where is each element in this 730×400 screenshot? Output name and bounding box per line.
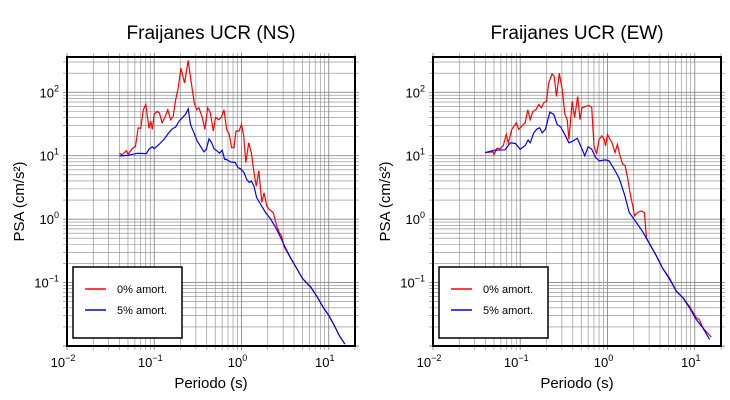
- x-tick-label: 101: [681, 353, 700, 370]
- x-tick-exponent: −1: [152, 353, 162, 363]
- x-tick-exponent: 1: [329, 353, 334, 363]
- x-tick-base: 10: [594, 355, 608, 370]
- legend-label: 5% amort.: [483, 305, 533, 317]
- series-line-0pct: [119, 60, 346, 345]
- y-tick-base: 10: [40, 85, 54, 100]
- x-tick-label: 10−1: [504, 353, 529, 370]
- y-tick-label: 10−1: [400, 274, 425, 291]
- y-tick-exponent: −1: [49, 274, 59, 284]
- x-tick-exponent: 0: [242, 353, 247, 363]
- legend-label: 5% amort.: [117, 305, 167, 317]
- chart-panel-ew: Fraijanes UCR (EW)10−2 10−1 100 10110−11001…: [377, 23, 725, 392]
- x-tick-exponent: −2: [65, 353, 75, 363]
- x-tick-exponent: 1: [695, 353, 700, 363]
- y-tick-base: 10: [406, 85, 420, 100]
- x-tick-base: 10: [681, 355, 695, 370]
- x-tick-exponent: −1: [518, 353, 528, 363]
- legend-label: 0% amort.: [117, 284, 167, 296]
- legend: 0% amort. 5% amort.: [72, 266, 183, 339]
- x-tick-label: 10−2: [51, 353, 76, 370]
- legend-box: [438, 266, 549, 339]
- y-tick-exponent: 1: [420, 147, 425, 157]
- x-tick-label: 100: [228, 353, 247, 370]
- y-tick-exponent: 1: [54, 147, 59, 157]
- y-tick-exponent: 0: [54, 210, 59, 220]
- x-tick-label: 10−1: [138, 353, 163, 370]
- y-tick-label: 102: [40, 83, 59, 100]
- y-tick-label: 100: [406, 210, 425, 227]
- y-tick-label: 10−1: [34, 274, 59, 291]
- y-tick-base: 10: [34, 276, 48, 291]
- x-tick-base: 10: [504, 355, 518, 370]
- chart-panel-ns: Fraijanes UCR (NS)10−2 10−1 100 10110−11001…: [11, 23, 359, 392]
- plot-frame: [432, 56, 722, 347]
- x-axis-label: Periodo (s): [174, 375, 247, 392]
- y-tick-label: 102: [406, 83, 425, 100]
- y-tick-label: 101: [40, 147, 59, 164]
- x-tick-base: 10: [51, 355, 65, 370]
- legend-box: [72, 266, 183, 339]
- x-tick-base: 10: [138, 355, 152, 370]
- x-axis-label: Periodo (s): [540, 375, 613, 392]
- series-line-5pct: [484, 111, 711, 340]
- series-line-5pct: [119, 106, 346, 345]
- x-tick-exponent: −2: [431, 353, 441, 363]
- y-tick-base: 10: [406, 212, 420, 227]
- y-tick-base: 10: [400, 276, 414, 291]
- y-tick-label: 101: [406, 147, 425, 164]
- x-tick-base: 10: [228, 355, 242, 370]
- y-tick-base: 10: [40, 149, 54, 164]
- y-tick-label: 100: [40, 210, 59, 227]
- x-tick-base: 10: [315, 355, 329, 370]
- y-tick-base: 10: [40, 212, 54, 227]
- plot-frame: [66, 56, 356, 347]
- y-tick-exponent: 0: [420, 210, 425, 220]
- chart-title: Fraijanes UCR (NS): [127, 23, 296, 44]
- y-axis-label: PSA (cm/s²): [11, 161, 28, 241]
- y-axis-label: PSA (cm/s²): [377, 161, 394, 241]
- legend: 0% amort. 5% amort.: [438, 266, 549, 339]
- x-tick-exponent: 0: [608, 353, 613, 363]
- y-tick-exponent: 2: [54, 83, 59, 93]
- series-line-0pct: [485, 72, 712, 338]
- y-tick-exponent: −1: [415, 274, 425, 284]
- y-tick-base: 10: [406, 149, 420, 164]
- x-tick-label: 100: [594, 353, 613, 370]
- x-tick-base: 10: [417, 355, 431, 370]
- x-tick-label: 10−2: [417, 353, 442, 370]
- y-tick-exponent: 2: [420, 83, 425, 93]
- legend-label: 0% amort.: [483, 284, 533, 296]
- x-tick-label: 101: [315, 353, 334, 370]
- chart-title: Fraijanes UCR (EW): [490, 23, 663, 44]
